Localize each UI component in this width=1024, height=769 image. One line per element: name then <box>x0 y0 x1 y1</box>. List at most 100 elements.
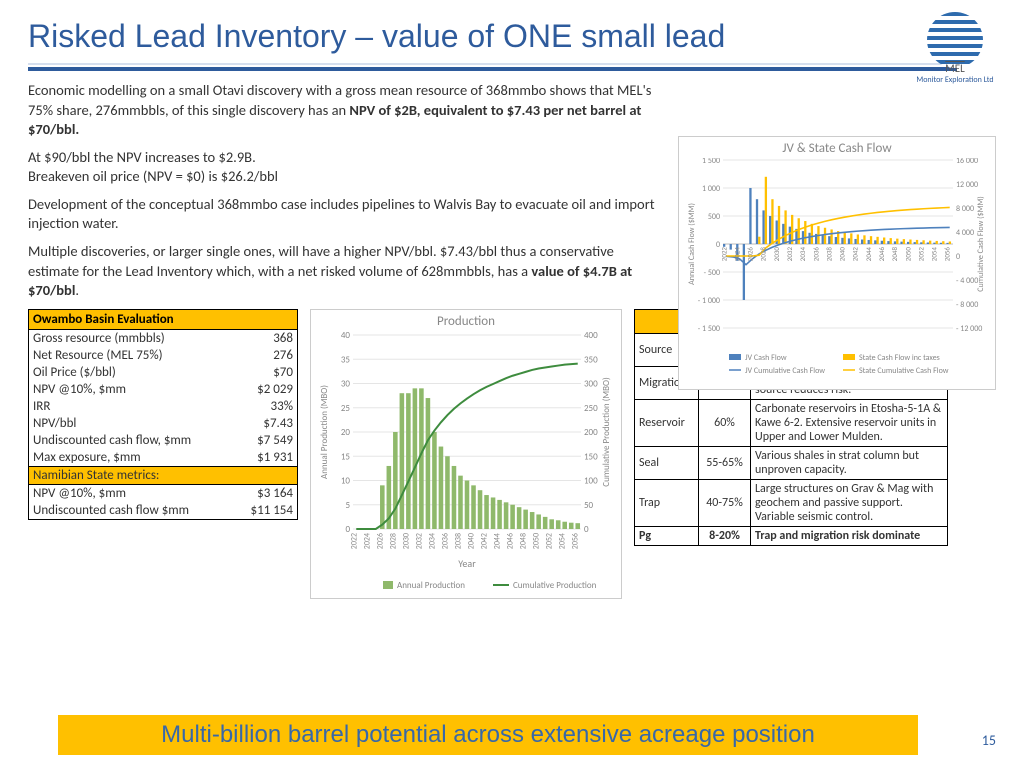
svg-text:15: 15 <box>341 451 351 462</box>
svg-text:2048: 2048 <box>519 533 529 549</box>
svg-text:2056: 2056 <box>943 247 952 262</box>
table-row: Reservoir60%Carbonate reservoirs in Etos… <box>635 399 948 446</box>
svg-text:Cumulative Cash Flow ($MM): Cumulative Cash Flow ($MM) <box>976 196 986 292</box>
svg-text:2046: 2046 <box>877 247 886 262</box>
svg-text:2052: 2052 <box>545 533 555 549</box>
svg-text:- 1 000: - 1 000 <box>698 296 720 306</box>
svg-text:2036: 2036 <box>811 247 820 262</box>
svg-text:30: 30 <box>341 378 351 389</box>
svg-text:- 8 000: - 8 000 <box>956 300 978 310</box>
title-rule <box>28 63 957 71</box>
svg-text:2040: 2040 <box>467 533 477 549</box>
svg-text:2054: 2054 <box>558 533 568 549</box>
svg-text:2022: 2022 <box>349 533 359 549</box>
svg-text:0: 0 <box>956 252 960 262</box>
company-logo: MEL Monitor Exploration Ltd <box>910 12 1000 85</box>
table-row: Max exposure, $mm$1 931 <box>29 449 297 466</box>
svg-text:5: 5 <box>345 499 350 510</box>
eval-section2: Namibian State metrics: <box>29 466 297 485</box>
svg-text:1 500: 1 500 <box>702 158 720 166</box>
svg-text:0: 0 <box>584 524 589 535</box>
svg-text:2046: 2046 <box>506 533 516 549</box>
svg-text:Cumulative Production (MBO): Cumulative Production (MBO) <box>601 377 612 487</box>
svg-text:12 000: 12 000 <box>956 180 978 190</box>
svg-text:2050: 2050 <box>903 247 912 262</box>
production-chart-title: Production <box>317 314 615 329</box>
table-row: Gross resource (mmbbls)368 <box>29 330 297 347</box>
intro-text: Economic modelling on a small Otavi disc… <box>28 81 668 301</box>
table-row: NPV @10%, $mm$3 164 <box>29 485 297 502</box>
svg-text:2038: 2038 <box>453 533 463 549</box>
svg-text:Annual Cash Flow ($MM): Annual Cash Flow ($MM) <box>687 203 697 285</box>
logo-subtitle: Monitor Exploration Ltd <box>910 75 1000 85</box>
table-row: Pg8-20%Trap and migration risk dominate <box>635 526 948 545</box>
table-row: NPV/bbl$7.43 <box>29 415 297 432</box>
svg-text:- 12 000: - 12 000 <box>956 324 982 334</box>
svg-text:250: 250 <box>584 402 598 413</box>
svg-text:8 000: 8 000 <box>956 204 974 214</box>
svg-text:25: 25 <box>341 402 351 413</box>
table-row: Oil Price ($/bbl)$70 <box>29 364 297 381</box>
page-title: Risked Lead Inventory – value of ONE sma… <box>28 18 996 55</box>
svg-text:2024: 2024 <box>362 533 372 549</box>
svg-text:2032: 2032 <box>414 533 424 549</box>
svg-text:2026: 2026 <box>746 247 755 262</box>
svg-text:2038: 2038 <box>824 247 833 262</box>
svg-text:35: 35 <box>341 354 351 365</box>
cashflow-chart-title: JV & State Cash Flow <box>685 141 989 156</box>
table-row: Seal55-65%Various shales in strat column… <box>635 446 948 479</box>
svg-text:2034: 2034 <box>427 533 437 549</box>
svg-text:JV Cash Flow: JV Cash Flow <box>745 353 787 363</box>
svg-text:20: 20 <box>341 427 351 438</box>
svg-text:State Cumulative Cash Flow: State Cumulative Cash Flow <box>859 366 949 376</box>
svg-text:50: 50 <box>584 499 594 510</box>
svg-text:- 4 000: - 4 000 <box>956 276 978 286</box>
svg-text:2042: 2042 <box>851 247 860 262</box>
svg-text:2022: 2022 <box>719 247 728 262</box>
svg-text:2026: 2026 <box>375 533 385 549</box>
svg-text:2052: 2052 <box>916 247 925 262</box>
eval-header: Owambo Basin Evaluation <box>29 310 297 330</box>
svg-text:2042: 2042 <box>480 533 490 549</box>
svg-text:40: 40 <box>341 331 351 341</box>
svg-text:Annual Production: Annual Production <box>397 580 465 591</box>
svg-text:2056: 2056 <box>571 533 581 549</box>
page-number: 15 <box>982 732 996 749</box>
svg-text:2032: 2032 <box>785 247 794 262</box>
svg-text:4 000: 4 000 <box>956 228 974 238</box>
svg-text:2036: 2036 <box>440 533 450 549</box>
svg-text:500: 500 <box>708 212 720 222</box>
svg-text:2034: 2034 <box>798 247 807 262</box>
svg-text:2040: 2040 <box>838 247 847 262</box>
svg-text:2030: 2030 <box>772 247 781 262</box>
svg-text:2044: 2044 <box>864 247 873 262</box>
svg-text:300: 300 <box>584 378 598 389</box>
table-row: Undiscounted cash flow $mm$11 154 <box>29 502 297 519</box>
production-chart: Production 05101520253035400501001502002… <box>310 309 622 599</box>
svg-text:10: 10 <box>341 475 351 486</box>
svg-text:2048: 2048 <box>890 247 899 262</box>
svg-text:JV Cumulative Cash Flow: JV Cumulative Cash Flow <box>745 366 825 376</box>
svg-text:2028: 2028 <box>388 533 398 549</box>
footer-highlight: Multi-billion barrel potential across ex… <box>58 715 918 755</box>
svg-text:- 1 500: - 1 500 <box>698 324 720 334</box>
table-row: NPV @10%, $mm$2 029 <box>29 381 297 398</box>
svg-text:150: 150 <box>584 451 598 462</box>
evaluation-table: Owambo Basin Evaluation Gross resource (… <box>28 309 298 520</box>
svg-text:400: 400 <box>584 331 598 341</box>
table-row: Undiscounted cash flow, $mm$7 549 <box>29 432 297 449</box>
svg-text:350: 350 <box>584 354 598 365</box>
svg-text:State Cash Flow inc taxes: State Cash Flow inc taxes <box>859 353 940 363</box>
table-row: Trap40-75%Large structures on Grav & Mag… <box>635 479 948 526</box>
svg-text:1 000: 1 000 <box>702 184 720 194</box>
svg-text:2044: 2044 <box>493 533 503 549</box>
svg-text:2030: 2030 <box>401 533 411 549</box>
svg-text:2050: 2050 <box>532 533 542 549</box>
svg-text:- 500: - 500 <box>704 268 720 278</box>
table-row: IRR33% <box>29 398 297 415</box>
svg-text:2024: 2024 <box>732 247 741 262</box>
logo-name: MEL <box>910 62 1000 75</box>
svg-text:200: 200 <box>584 427 598 438</box>
svg-text:2028: 2028 <box>759 247 768 262</box>
table-row: Net Resource (MEL 75%)276 <box>29 347 297 364</box>
